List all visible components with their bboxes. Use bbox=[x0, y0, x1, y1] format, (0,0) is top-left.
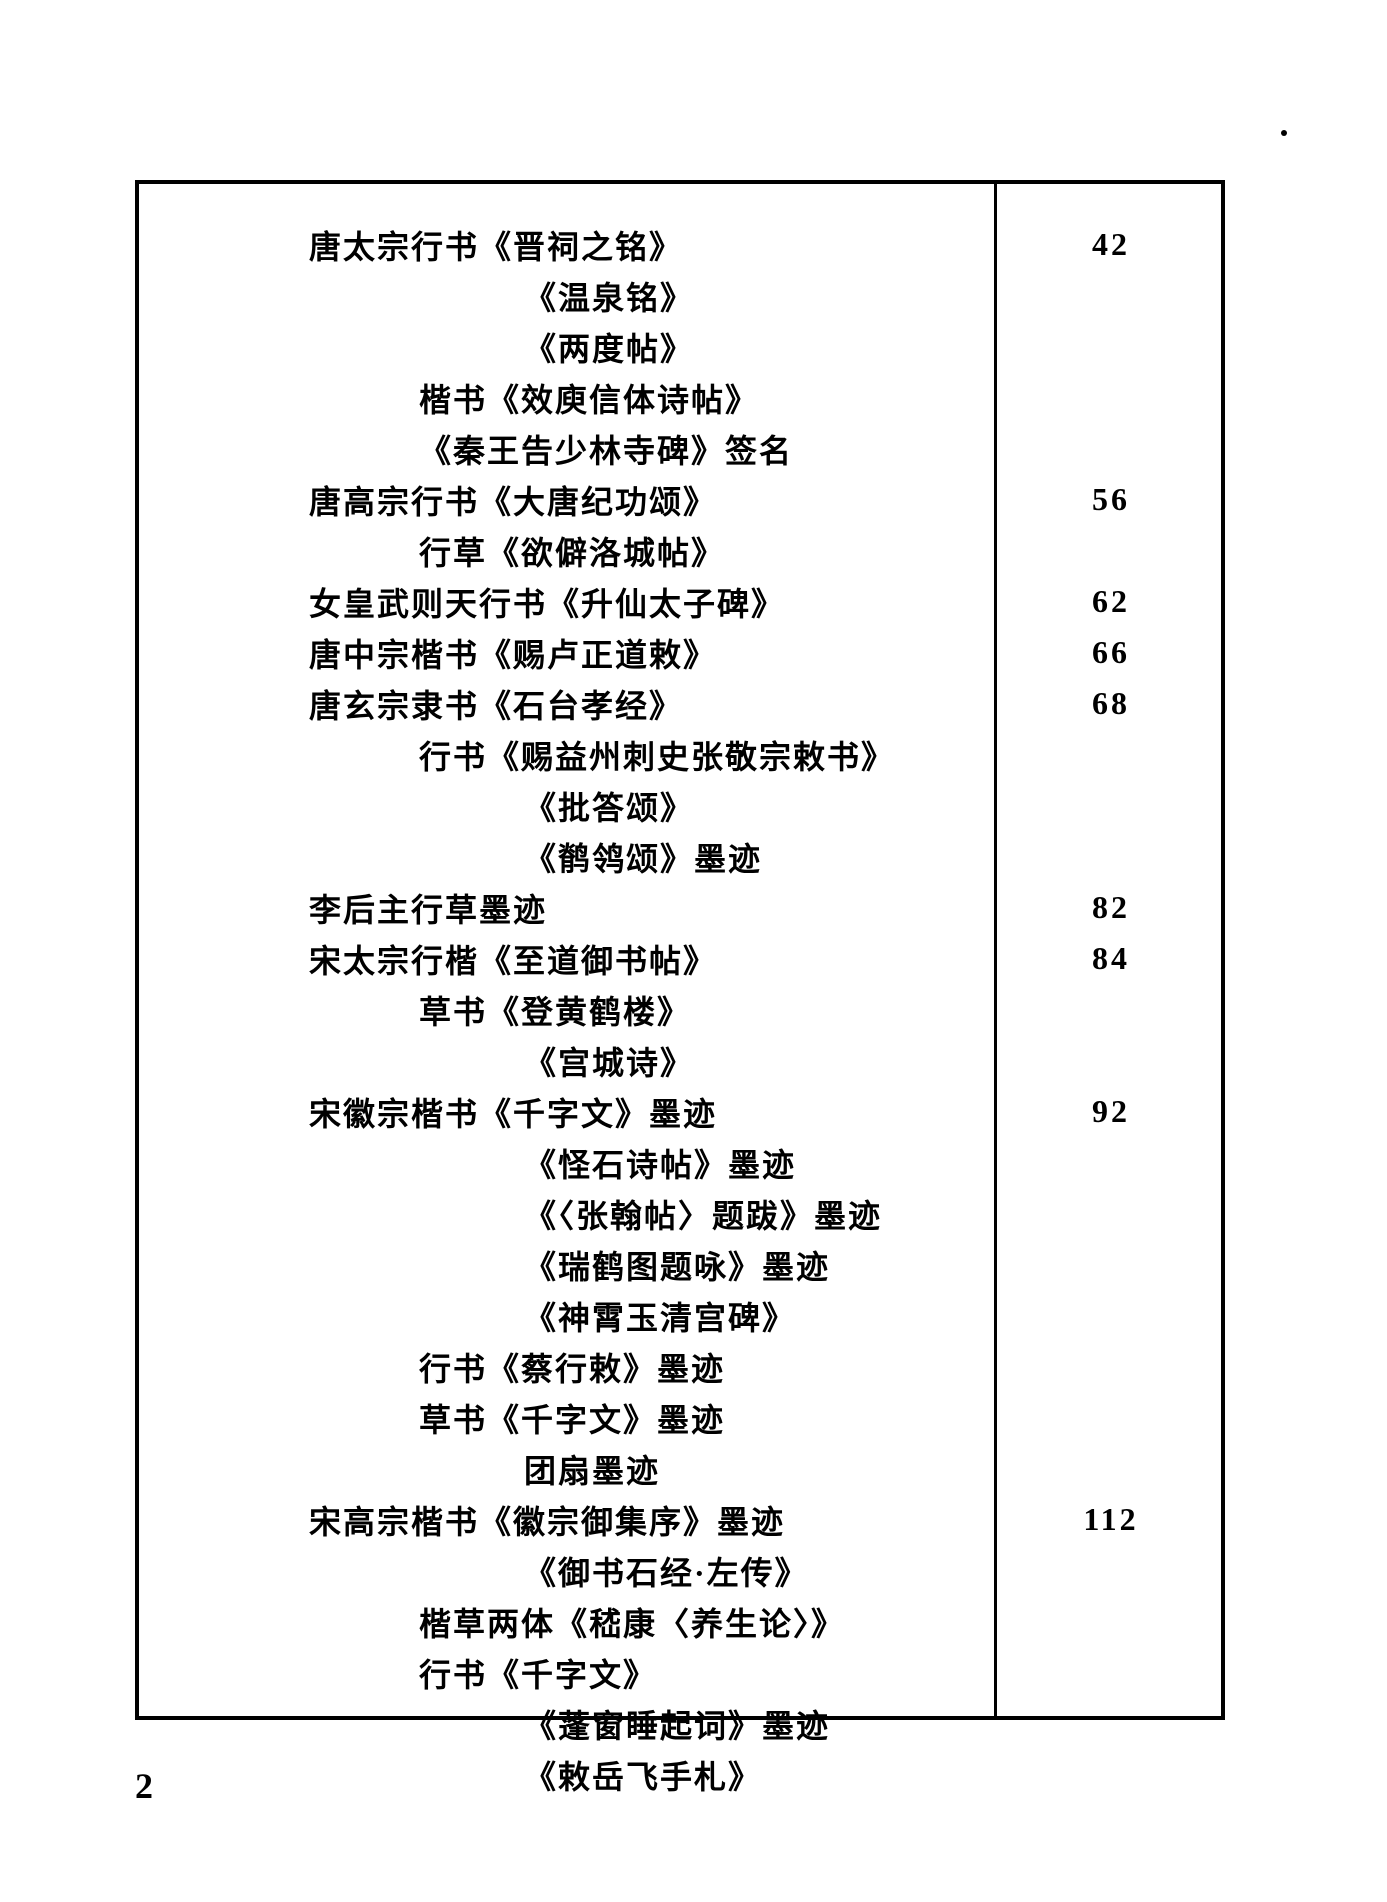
toc-page-number: 112 bbox=[997, 1494, 1225, 1545]
toc-entry: 行书《赐益州刺史张敬宗敕书》 bbox=[309, 729, 994, 780]
toc-entry: 《秦王告少林寺碑》签名 bbox=[309, 423, 994, 474]
toc-entry: 唐太宗行书《晋祠之铭》 bbox=[309, 219, 994, 270]
toc-entry: 唐高宗行书《大唐纪功颂》 bbox=[309, 474, 994, 525]
toc-page-number: 92 bbox=[997, 1086, 1225, 1137]
toc-page-number: 68 bbox=[997, 678, 1225, 729]
footer-page-number: 2 bbox=[135, 1765, 153, 1807]
toc-entry: 《两度帖》 bbox=[309, 321, 994, 372]
toc-entry: 行草《欲僻洛城帖》 bbox=[309, 525, 994, 576]
toc-entry: 女皇武则天行书《升仙太子碑》 bbox=[309, 576, 994, 627]
toc-page-number bbox=[997, 372, 1225, 423]
toc-entry: 唐中宗楷书《赐卢正道敕》 bbox=[309, 627, 994, 678]
toc-page-number bbox=[997, 984, 1225, 1035]
toc-entry: 《批答颂》 bbox=[309, 780, 994, 831]
toc-entry: 《温泉铭》 bbox=[309, 270, 994, 321]
toc-page-number: 84 bbox=[997, 933, 1225, 984]
page-dot-mark bbox=[1281, 130, 1287, 136]
toc-page-number: 62 bbox=[997, 576, 1225, 627]
toc-page-number bbox=[997, 1443, 1225, 1494]
toc-entry: 《〈张翰帖〉题跋》墨迹 bbox=[309, 1188, 994, 1239]
toc-entry: 行书《蔡行敕》墨迹 bbox=[309, 1341, 994, 1392]
toc-entry: 楷草两体《嵇康〈养生论〉》 bbox=[309, 1596, 994, 1647]
toc-page-number: 82 bbox=[997, 882, 1225, 933]
toc-page-number bbox=[997, 1341, 1225, 1392]
toc-entry: 《神霄玉清宫碑》 bbox=[309, 1290, 994, 1341]
toc-entry: 《敕岳飞手札》 bbox=[309, 1749, 994, 1800]
toc-frame: 唐太宗行书《晋祠之铭》 《温泉铭》 《两度帖》 楷书《效庾信体诗帖》 《秦王告少… bbox=[135, 180, 1225, 1720]
toc-page-number: 42 bbox=[997, 219, 1225, 270]
toc-entry: 宋高宗楷书《徽宗御集序》墨迹 bbox=[309, 1494, 994, 1545]
toc-page-number bbox=[997, 1188, 1225, 1239]
toc-page-number bbox=[997, 1239, 1225, 1290]
toc-page-number bbox=[997, 1647, 1225, 1698]
toc-entry: 宋太宗行楷《至道御书帖》 bbox=[309, 933, 994, 984]
toc-entry: 李后主行草墨迹 bbox=[309, 882, 994, 933]
toc-entry: 《瑞鹤图题咏》墨迹 bbox=[309, 1239, 994, 1290]
toc-title-column: 唐太宗行书《晋祠之铭》 《温泉铭》 《两度帖》 楷书《效庾信体诗帖》 《秦王告少… bbox=[139, 219, 994, 1800]
toc-entry: 草书《千字文》墨迹 bbox=[309, 1392, 994, 1443]
toc-entry: 草书《登黄鹤楼》 bbox=[309, 984, 994, 1035]
toc-entry: 《宫城诗》 bbox=[309, 1035, 994, 1086]
toc-entry: 《鹡鸰颂》墨迹 bbox=[309, 831, 994, 882]
toc-page-number bbox=[997, 1545, 1225, 1596]
toc-page-number: 66 bbox=[997, 627, 1225, 678]
toc-page-number bbox=[997, 321, 1225, 372]
toc-entry: 《怪石诗帖》墨迹 bbox=[309, 1137, 994, 1188]
toc-entry: 宋徽宗楷书《千字文》墨迹 bbox=[309, 1086, 994, 1137]
toc-entry: 行书《千字文》 bbox=[309, 1647, 994, 1698]
toc-page-number bbox=[997, 1392, 1225, 1443]
toc-page-number bbox=[997, 831, 1225, 882]
toc-page-number bbox=[997, 1749, 1225, 1800]
toc-page-number bbox=[997, 1698, 1225, 1749]
toc-entry: 唐玄宗隶书《石台孝经》 bbox=[309, 678, 994, 729]
toc-entry: 《蓬窗睡起词》墨迹 bbox=[309, 1698, 994, 1749]
toc-page-number bbox=[997, 1290, 1225, 1341]
toc-page-column: 42 56 62 66 68 82 84 92 112 bbox=[997, 219, 1225, 1800]
toc-page-number bbox=[997, 525, 1225, 576]
toc-page-number: 56 bbox=[997, 474, 1225, 525]
toc-entry: 《御书石经·左传》 bbox=[309, 1545, 994, 1596]
toc-entry: 团扇墨迹 bbox=[309, 1443, 994, 1494]
toc-entry: 楷书《效庾信体诗帖》 bbox=[309, 372, 994, 423]
toc-page-number bbox=[997, 1137, 1225, 1188]
toc-page-number bbox=[997, 729, 1225, 780]
toc-page-number bbox=[997, 423, 1225, 474]
toc-page-number bbox=[997, 780, 1225, 831]
toc-page-number bbox=[997, 1596, 1225, 1647]
toc-page-number bbox=[997, 270, 1225, 321]
toc-page-number bbox=[997, 1035, 1225, 1086]
